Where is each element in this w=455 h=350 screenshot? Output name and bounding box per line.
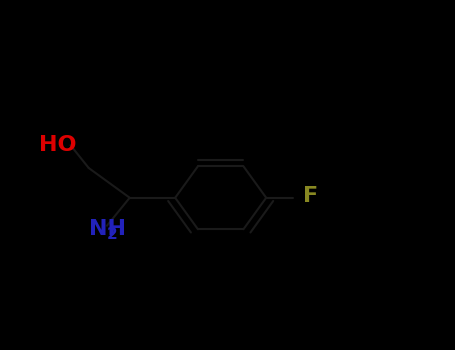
Text: F: F [303,186,318,206]
Text: HO: HO [39,135,76,155]
Text: 2: 2 [107,227,118,242]
Text: NH: NH [89,219,126,239]
